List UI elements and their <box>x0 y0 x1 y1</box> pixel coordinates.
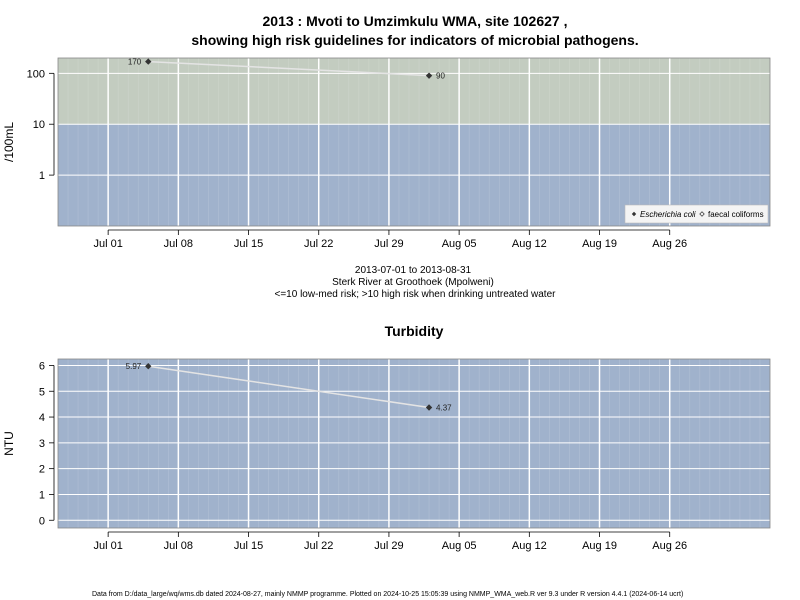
x-tick-label: Jul 29 <box>374 540 403 552</box>
x-tick-label: Jul 15 <box>234 540 263 552</box>
x-tick-label: Jul 22 <box>304 238 333 250</box>
plot-frame <box>57 57 771 227</box>
y-tick-label: 2 <box>39 464 45 476</box>
x-tick-label: Jul 08 <box>164 238 193 250</box>
risk-band-0 <box>58 359 770 528</box>
chart-title-line2: showing high risk guidelines for indicat… <box>191 32 638 48</box>
turbidity-title: Turbidity <box>385 323 444 339</box>
y-tick-label: 3 <box>39 438 45 450</box>
data-label: 170 <box>128 58 142 67</box>
microbial-panel: 1 10 100 Jul 01 Jul 08 Jul 15 Jul 22 Jul 29 Aug … <box>2 57 771 250</box>
site-caption: Sterk River at Groothoek (Mpolweni) <box>332 277 494 288</box>
data-label: 90 <box>436 72 445 81</box>
date-range-caption: 2013-07-01 to 2013-08-31 <box>355 265 472 276</box>
x-tick-label: Jul 15 <box>234 238 263 250</box>
risk-caption: <=10 low-med risk; >10 high risk when dr… <box>275 289 557 300</box>
y-tick-label: 4 <box>39 412 45 424</box>
x-tick-label: Jul 29 <box>374 238 403 250</box>
y-axis-label: /100mL <box>2 122 16 162</box>
x-tick-label: Jul 22 <box>304 540 333 552</box>
data-point <box>425 404 433 411</box>
y-tick-label: 10 <box>33 119 45 131</box>
plot-frame <box>57 358 771 529</box>
series-line <box>148 365 430 409</box>
x-tick-label: Aug 26 <box>652 540 687 552</box>
legend-ecoli-marker <box>631 211 637 217</box>
x-tick-label: Aug 19 <box>582 540 617 552</box>
chart-title-line1: 2013 : Mvoti to Umzimkulu WMA, site 1026… <box>263 13 568 29</box>
x-tick-label: Jul 01 <box>93 540 122 552</box>
x-tick-label: Aug 05 <box>442 540 477 552</box>
legend-faecal-marker <box>699 211 705 217</box>
x-tick-label: Aug 26 <box>652 238 687 250</box>
x-tick-label: Aug 12 <box>512 540 547 552</box>
x-tick-label: Aug 12 <box>512 238 547 250</box>
legend-box <box>624 204 769 224</box>
x-tick-label: Jul 08 <box>164 540 193 552</box>
data-label: 4.37 <box>436 404 452 413</box>
data-point <box>145 363 152 370</box>
y-tick-label: 6 <box>39 360 45 372</box>
y-tick-label: 1 <box>39 170 45 182</box>
y-tick-label: 1 <box>39 489 45 501</box>
data-point <box>145 58 152 65</box>
x-tick-label: Jul 01 <box>93 238 122 250</box>
legend-faecal-label: faecal coliforms <box>708 210 764 219</box>
risk-band-1 <box>58 58 770 125</box>
series-line <box>148 60 430 77</box>
data-point <box>425 72 433 79</box>
y-tick-label: 0 <box>39 515 45 527</box>
y-axis-label: NTU <box>2 431 16 456</box>
turbidity-panel: 0 1 2 3 4 5 6 Jul 01 Jul 08 Jul 15 Jul 22 Jul 29 Aug… <box>2 358 771 552</box>
data-source-footer: Data from D:/data_large/wq/wms.db dated … <box>92 591 683 598</box>
data-label: 5.97 <box>126 362 142 371</box>
x-tick-label: Aug 19 <box>582 238 617 250</box>
y-tick-label: 5 <box>39 386 45 398</box>
x-tick-label: Aug 05 <box>442 238 477 250</box>
legend-ecoli-label: Escherichia coli <box>640 210 696 219</box>
y-tick-label: 100 <box>27 68 45 80</box>
